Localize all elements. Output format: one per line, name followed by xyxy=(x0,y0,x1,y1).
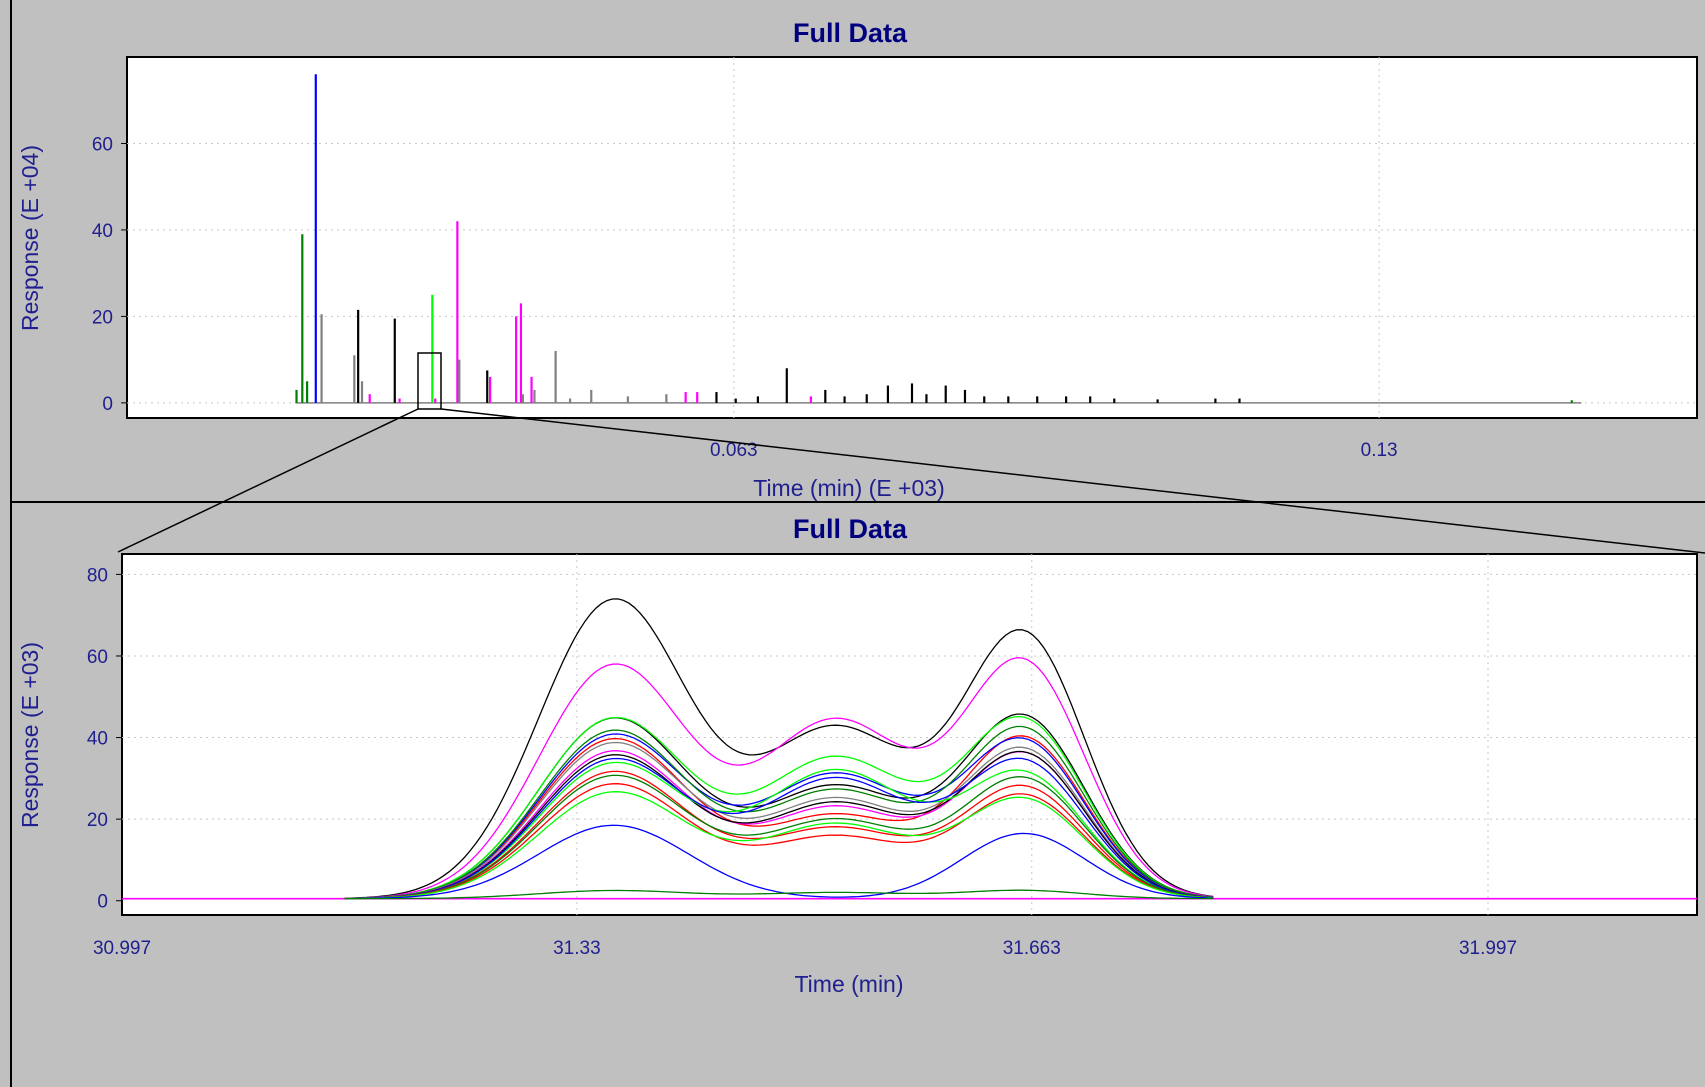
top-y-tick-label: 20 xyxy=(92,307,113,328)
bottom-series-line xyxy=(344,741,1214,900)
bottom-y-tick-label: 20 xyxy=(87,810,108,831)
top-panel: Full Data 0 20 40 60 0.063 0.13 Time (min) (… xyxy=(17,18,1698,501)
zoom-connector-right xyxy=(440,408,1705,554)
top-y-tick-label: 40 xyxy=(92,221,113,242)
top-y-axis: 0 20 40 60 xyxy=(92,134,127,415)
bottom-y-tick-label: 40 xyxy=(87,729,108,750)
top-y-tick-label: 60 xyxy=(92,134,113,155)
bottom-series xyxy=(122,598,1697,900)
bottom-y-axis-label: Response (E +03) xyxy=(17,642,43,828)
bottom-series-line xyxy=(344,770,1214,900)
bottom-panel: Full Data 0 20 40 60 80 30.997 31.33 31.663 31.… xyxy=(17,514,1698,997)
bottom-series-line xyxy=(344,725,1214,900)
bottom-series-line xyxy=(344,757,1214,900)
top-plot-area xyxy=(126,56,1698,419)
top-panel-title: Full Data xyxy=(793,18,908,48)
bottom-plot-area xyxy=(121,553,1698,916)
top-peaks xyxy=(295,74,1582,404)
bottom-y-tick-label: 0 xyxy=(97,892,108,913)
bottom-x-tick-label: 30.997 xyxy=(93,938,151,959)
bottom-x-axis: 30.997 31.33 31.663 31.997 xyxy=(93,938,1517,959)
bottom-series-line xyxy=(344,791,1214,900)
top-y-tick-label: 0 xyxy=(102,394,113,415)
bottom-x-tick-label: 31.997 xyxy=(1459,938,1517,959)
bottom-series-line xyxy=(344,735,1214,900)
bottom-y-tick-label: 80 xyxy=(87,565,108,586)
bottom-series-line xyxy=(344,824,1214,900)
bottom-panel-title: Full Data xyxy=(793,514,908,544)
bottom-series-line xyxy=(344,715,1214,900)
top-y-axis-label: Response (E +04) xyxy=(17,145,43,331)
top-x-tick-label: 0.063 xyxy=(710,440,758,461)
bottom-series-line xyxy=(344,783,1214,900)
zoom-connector-left xyxy=(117,408,419,553)
bottom-x-axis-label: Time (min) xyxy=(794,971,903,997)
bottom-x-tick-label: 31.33 xyxy=(553,938,601,959)
bottom-x-tick-label: 31.663 xyxy=(1003,938,1061,959)
bottom-series-line xyxy=(344,750,1214,900)
bottom-series-line xyxy=(344,761,1214,900)
top-x-tick-label: 0.13 xyxy=(1361,440,1398,461)
bottom-series-line xyxy=(344,657,1214,899)
zoom-selection-box[interactable] xyxy=(417,352,442,410)
bottom-series-line xyxy=(344,889,1214,900)
bottom-y-axis: 0 20 40 60 80 xyxy=(87,565,122,913)
bottom-y-tick-label: 60 xyxy=(87,647,108,668)
bottom-series-line xyxy=(344,774,1214,900)
top-x-axis-label: Time (min) (E +03) xyxy=(753,475,944,501)
top-x-axis: 0.063 0.13 xyxy=(710,440,1398,461)
